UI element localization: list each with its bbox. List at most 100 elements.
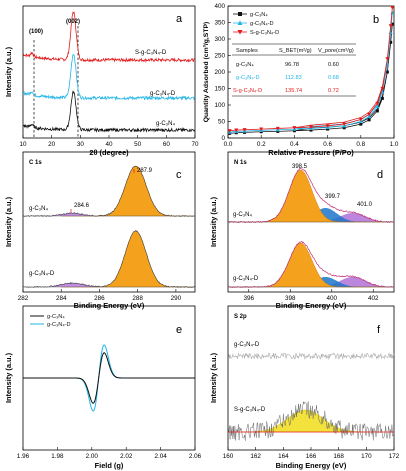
panel-d-peak-2: 399.7 (325, 194, 341, 200)
panel-f-tick-label: 162 (250, 453, 261, 460)
panel-f-letter: f (377, 324, 381, 336)
panel-b-table: Samples S_BET(m²/g) V_pore(cm³/g) g-C₃N₄… (232, 43, 356, 97)
panel-b-point (390, 22, 394, 26)
panel-b-point (375, 109, 379, 113)
panel-e-xlabel: Field (g) (95, 461, 124, 470)
panel-d-xlabel: Binding Energy (eV) (276, 301, 347, 310)
panel-f-fit-yellow (241, 409, 367, 433)
panel-b-ytick-label: 400 (214, 3, 225, 10)
panel-c-tick-label: 284 (56, 295, 67, 302)
panel-c-peak-2: 284.6 (74, 203, 90, 209)
panel-b-point (259, 127, 264, 132)
panel-b-point (375, 104, 380, 109)
panel-c-letter: c (176, 169, 182, 181)
panel-b-point (367, 114, 372, 119)
panel-b-tick-label: 0.2 (257, 141, 266, 148)
table-row-1-sample: g-C₃N₄ (236, 62, 254, 68)
panel-d-series-1-label: g-C₃N₄ (233, 212, 252, 218)
panel-a-tick-label: 50 (134, 141, 142, 148)
panel-a-tick-label: 30 (77, 141, 85, 148)
table-row-3-sample: S-g-C₃N₄-D (233, 88, 262, 94)
panel-d-tick-label: 402 (368, 295, 379, 302)
panel-d-tick-label: 400 (326, 295, 337, 302)
table-header-samples: Samples (236, 48, 258, 54)
panel-b-point (389, 40, 393, 44)
panel-c-x-ticks: 282 284 286 288 290 (18, 289, 182, 302)
panel-b-point (385, 70, 389, 74)
panel-f-title: S 2p (234, 314, 247, 320)
table-row-1-vpore: 0.60 (328, 62, 339, 68)
panel-c-tick-label: 290 (171, 295, 182, 302)
table-row-3-vpore: 0.72 (328, 88, 339, 94)
table-header-sbet: S_BET(m²/g) (279, 48, 312, 54)
panel-b-ytick-label: 100 (214, 102, 225, 109)
panel-c-tick-label: 288 (132, 295, 143, 302)
panel-e-legend-1: g-C₃N₄ (47, 314, 65, 320)
panel-c-c1s: 282 284 286 288 290 C 1s c 287.9 284.6 g-C₃N… (4, 151, 196, 310)
panel-f-series-red (228, 401, 394, 441)
panel-e-legend: g-C₃N₄ g-C₃N₄-D (30, 314, 71, 328)
panel-b-point (242, 128, 247, 132)
panel-b-ticks: 0.0 0.2 0.4 0.6 0.8 1.0 0 50 100 150 200 250 300 350 4… (214, 3, 398, 148)
table-row-3-sbet: 135.74 (285, 88, 302, 94)
panel-a-xlabel: 2θ (degree) (89, 148, 129, 157)
panel-c-peak-1: 287.9 (137, 168, 153, 174)
panel-b-xlabel: Relative Pressure (P/Po) (268, 148, 354, 157)
panel-d-title: N 1s (234, 160, 247, 166)
panel-e-tick-label: 2.02 (120, 453, 133, 460)
panel-b-ytick-label: 0 (221, 135, 225, 142)
panel-b-point (276, 129, 280, 133)
panel-b-point (380, 96, 384, 100)
panel-a-letter: a (176, 13, 183, 25)
panel-b-tick-label: 1.0 (390, 141, 399, 148)
panel-d-x-ticks: 396 398 400 402 (243, 289, 379, 302)
panel-f-tick-label: 170 (361, 453, 372, 460)
panel-a-peak-002-label: (002) (66, 19, 80, 25)
panel-d-spectra (228, 168, 394, 289)
panel-b-ytick-label: 350 (214, 20, 225, 27)
panel-b-legend-3: S-g-C₃N₄-D (250, 30, 279, 36)
legend-triangle-marker (237, 20, 243, 25)
panel-b-tick-label: 0.8 (356, 141, 365, 148)
panel-e-legend-2: g-C₃N₄-D (47, 322, 71, 328)
table-row-2-vpore: 0.68 (328, 75, 339, 81)
panel-b-point (385, 57, 390, 61)
panel-a-tick-label: 60 (163, 141, 171, 148)
panel-f-xlabel: Binding Energy (eV) (276, 461, 347, 470)
panel-e-tick-label: 2.06 (189, 453, 202, 460)
panel-f-s2p: 160 162 164 166 168 170 172 S 2p f g-C₃N₄-D S-… (209, 305, 400, 470)
panel-b-legend-2: g-C₃N₄-D (250, 21, 274, 27)
panel-b-ytick-label: 200 (214, 69, 225, 76)
panel-a-xrd: 10 20 30 40 50 60 70 a (100) (002) S-g-C₃N₄-D … (4, 5, 199, 157)
panel-d-n1s: 396 398 400 402 N 1s d 398.5 399.7 401.0 g-… (209, 151, 395, 310)
panel-a-cyan-label: g-C₃N₄-D (150, 91, 176, 97)
panel-b-point (367, 118, 371, 122)
panel-c-series-1-label: g-C₃N₄ (29, 206, 48, 212)
panel-a-x-ticks: 10 20 30 40 50 60 70 (19, 135, 199, 148)
panel-b-legend: g-C₃N₄ g-C₃N₄-D S-g-C₃N₄-D (233, 12, 279, 36)
panel-b-point (275, 126, 280, 131)
panel-f-tick-label: 172 (389, 453, 400, 460)
panel-e-tick-label: 2.00 (86, 453, 99, 460)
panel-b-point (358, 117, 363, 122)
panel-c-title: C 1s (29, 160, 42, 166)
table-row-2-sbet: 112.83 (285, 75, 302, 81)
panel-b-point (388, 24, 393, 28)
panel-c-ylabel: Intensity (a.u.) (4, 196, 13, 247)
panel-e-ylabel: Intensity (a.u.) (4, 352, 13, 403)
panel-a-ylabel: Intensity (a.u.) (4, 46, 13, 97)
panel-c-series-2-label: g-C₃N₄-D (29, 271, 55, 277)
panel-c-tick-label: 286 (94, 295, 105, 302)
panel-b-point (380, 86, 385, 91)
panel-d-peak-1: 398.5 (292, 164, 308, 170)
panel-b-point (375, 101, 380, 106)
panel-b-ylabel: Quantity Adsorbed (cm³/g,STP) (203, 22, 210, 123)
panel-b-point (325, 124, 330, 128)
panel-a-tick-label: 40 (105, 141, 113, 148)
panel-e-tick-label: 1.98 (51, 453, 64, 460)
panel-c-tick-label: 282 (18, 295, 29, 302)
panel-a-frame (22, 5, 196, 139)
panel-f-series-2-label: S-g-C₃N₄-D (234, 407, 266, 413)
panel-b-ytick-label: 300 (214, 36, 225, 43)
